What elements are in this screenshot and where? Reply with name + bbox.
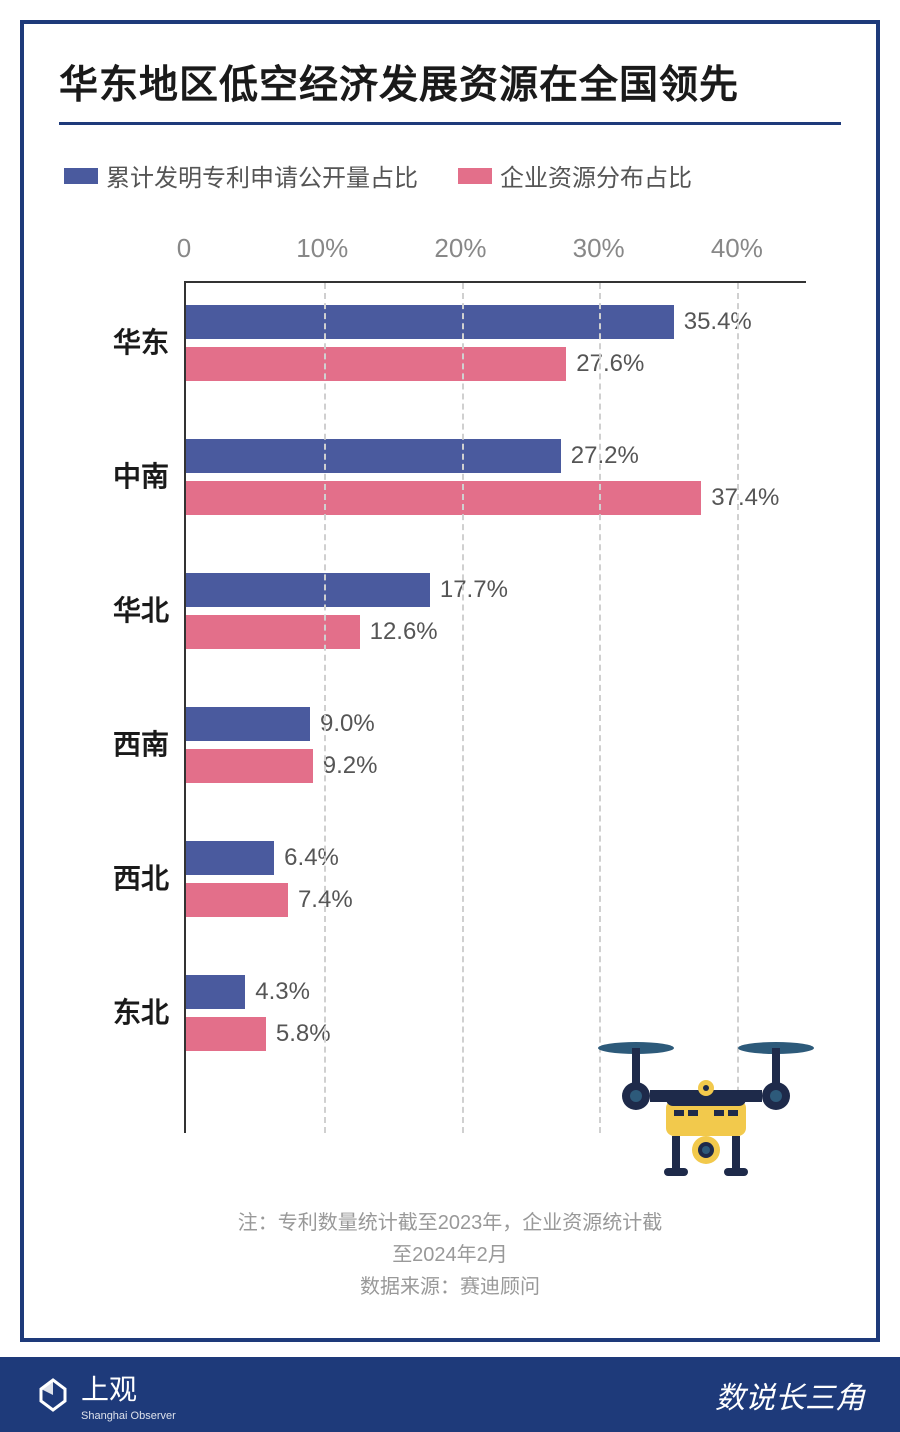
x-tick-label: 20%: [434, 233, 486, 264]
title-block: 华东地区低空经济发展资源在全国领先: [24, 24, 876, 140]
bars-layer: 35.4%27.6%27.2%37.4%17.7%12.6%9.0%9.2%6.…: [186, 283, 806, 1133]
bar-value-label: 9.2%: [323, 752, 378, 780]
bar-value-label: 6.4%: [284, 844, 339, 872]
category-label: 华北: [113, 589, 169, 629]
bar-value-label: 27.6%: [576, 350, 644, 378]
category-label: 华东: [113, 321, 169, 361]
bar-series1: 6.4%: [186, 841, 274, 875]
category-label: 西南: [113, 723, 169, 763]
bar-series2: 37.4%: [186, 481, 701, 515]
category-label: 东北: [113, 991, 169, 1031]
chart-card: 华东地区低空经济发展资源在全国领先 累计发明专利申请公开量占比 企业资源分布占比…: [20, 20, 880, 1342]
bar-value-label: 35.4%: [684, 308, 752, 336]
bar-series2: 12.6%: [186, 615, 360, 649]
bar-series1: 9.0%: [186, 707, 310, 741]
logo-text-wrap: 上观 Shanghai Observer: [81, 1368, 176, 1422]
bar-series2: 27.6%: [186, 347, 566, 381]
gridline: [324, 283, 326, 1133]
footer-logo-sub: Shanghai Observer: [81, 1410, 176, 1422]
bar-value-label: 37.4%: [711, 484, 779, 512]
y-axis-labels: 华东中南华北西南西北东北: [74, 281, 169, 1133]
bar-value-label: 27.2%: [571, 442, 639, 470]
x-tick-label: 0: [177, 233, 191, 264]
bar-series2: 5.8%: [186, 1017, 266, 1051]
chart-area: 010%20%30%40% 35.4%27.6%27.2%37.4%17.7%1…: [74, 233, 826, 1133]
bar-series1: 27.2%: [186, 439, 561, 473]
bar-value-label: 4.3%: [255, 978, 310, 1006]
footnote: 注：专利数量统计截至2023年，企业资源统计截至2024年2月 数据来源：赛迪顾…: [237, 1207, 663, 1303]
gridline: [737, 283, 739, 1133]
footer-logo-text: 上观: [81, 1368, 176, 1408]
plot-region: 35.4%27.6%27.2%37.4%17.7%12.6%9.0%9.2%6.…: [184, 281, 806, 1133]
footnote-line2: 数据来源：赛迪顾问: [237, 1271, 663, 1303]
legend-label-series1: 累计发明专利申请公开量占比: [106, 158, 418, 193]
title-underline: [59, 122, 841, 125]
bar-series2: 9.2%: [186, 749, 313, 783]
footer-left: 上观 Shanghai Observer: [35, 1368, 176, 1422]
x-tick-label: 30%: [573, 233, 625, 264]
bar-value-label: 5.8%: [276, 1020, 331, 1048]
legend-swatch-series2: [458, 168, 492, 184]
logo-icon: [35, 1377, 71, 1413]
category-label: 中南: [113, 455, 169, 495]
gridline: [462, 283, 464, 1133]
bar-value-label: 12.6%: [370, 618, 438, 646]
legend-item-series2: 企业资源分布占比: [458, 158, 692, 193]
legend-label-series2: 企业资源分布占比: [500, 158, 692, 193]
x-tick-label: 40%: [711, 233, 763, 264]
chart-title: 华东地区低空经济发展资源在全国领先: [59, 54, 841, 110]
footer-bar: 上观 Shanghai Observer 数说长三角: [0, 1357, 900, 1432]
bar-series2: 7.4%: [186, 883, 288, 917]
x-tick-label: 10%: [296, 233, 348, 264]
footer-right-text: 数说长三角: [715, 1373, 865, 1417]
x-axis-labels: 010%20%30%40%: [184, 233, 806, 273]
bar-value-label: 17.7%: [440, 576, 508, 604]
gridline: [599, 283, 601, 1133]
drone-icon: [596, 1028, 816, 1188]
legend-item-series1: 累计发明专利申请公开量占比: [64, 158, 418, 193]
bar-series1: 17.7%: [186, 573, 430, 607]
bar-value-label: 9.0%: [320, 710, 375, 738]
legend: 累计发明专利申请公开量占比 企业资源分布占比: [24, 140, 876, 203]
legend-swatch-series1: [64, 168, 98, 184]
category-label: 西北: [113, 857, 169, 897]
bar-series1: 4.3%: [186, 975, 245, 1009]
footnote-line1: 注：专利数量统计截至2023年，企业资源统计截至2024年2月: [237, 1207, 663, 1271]
